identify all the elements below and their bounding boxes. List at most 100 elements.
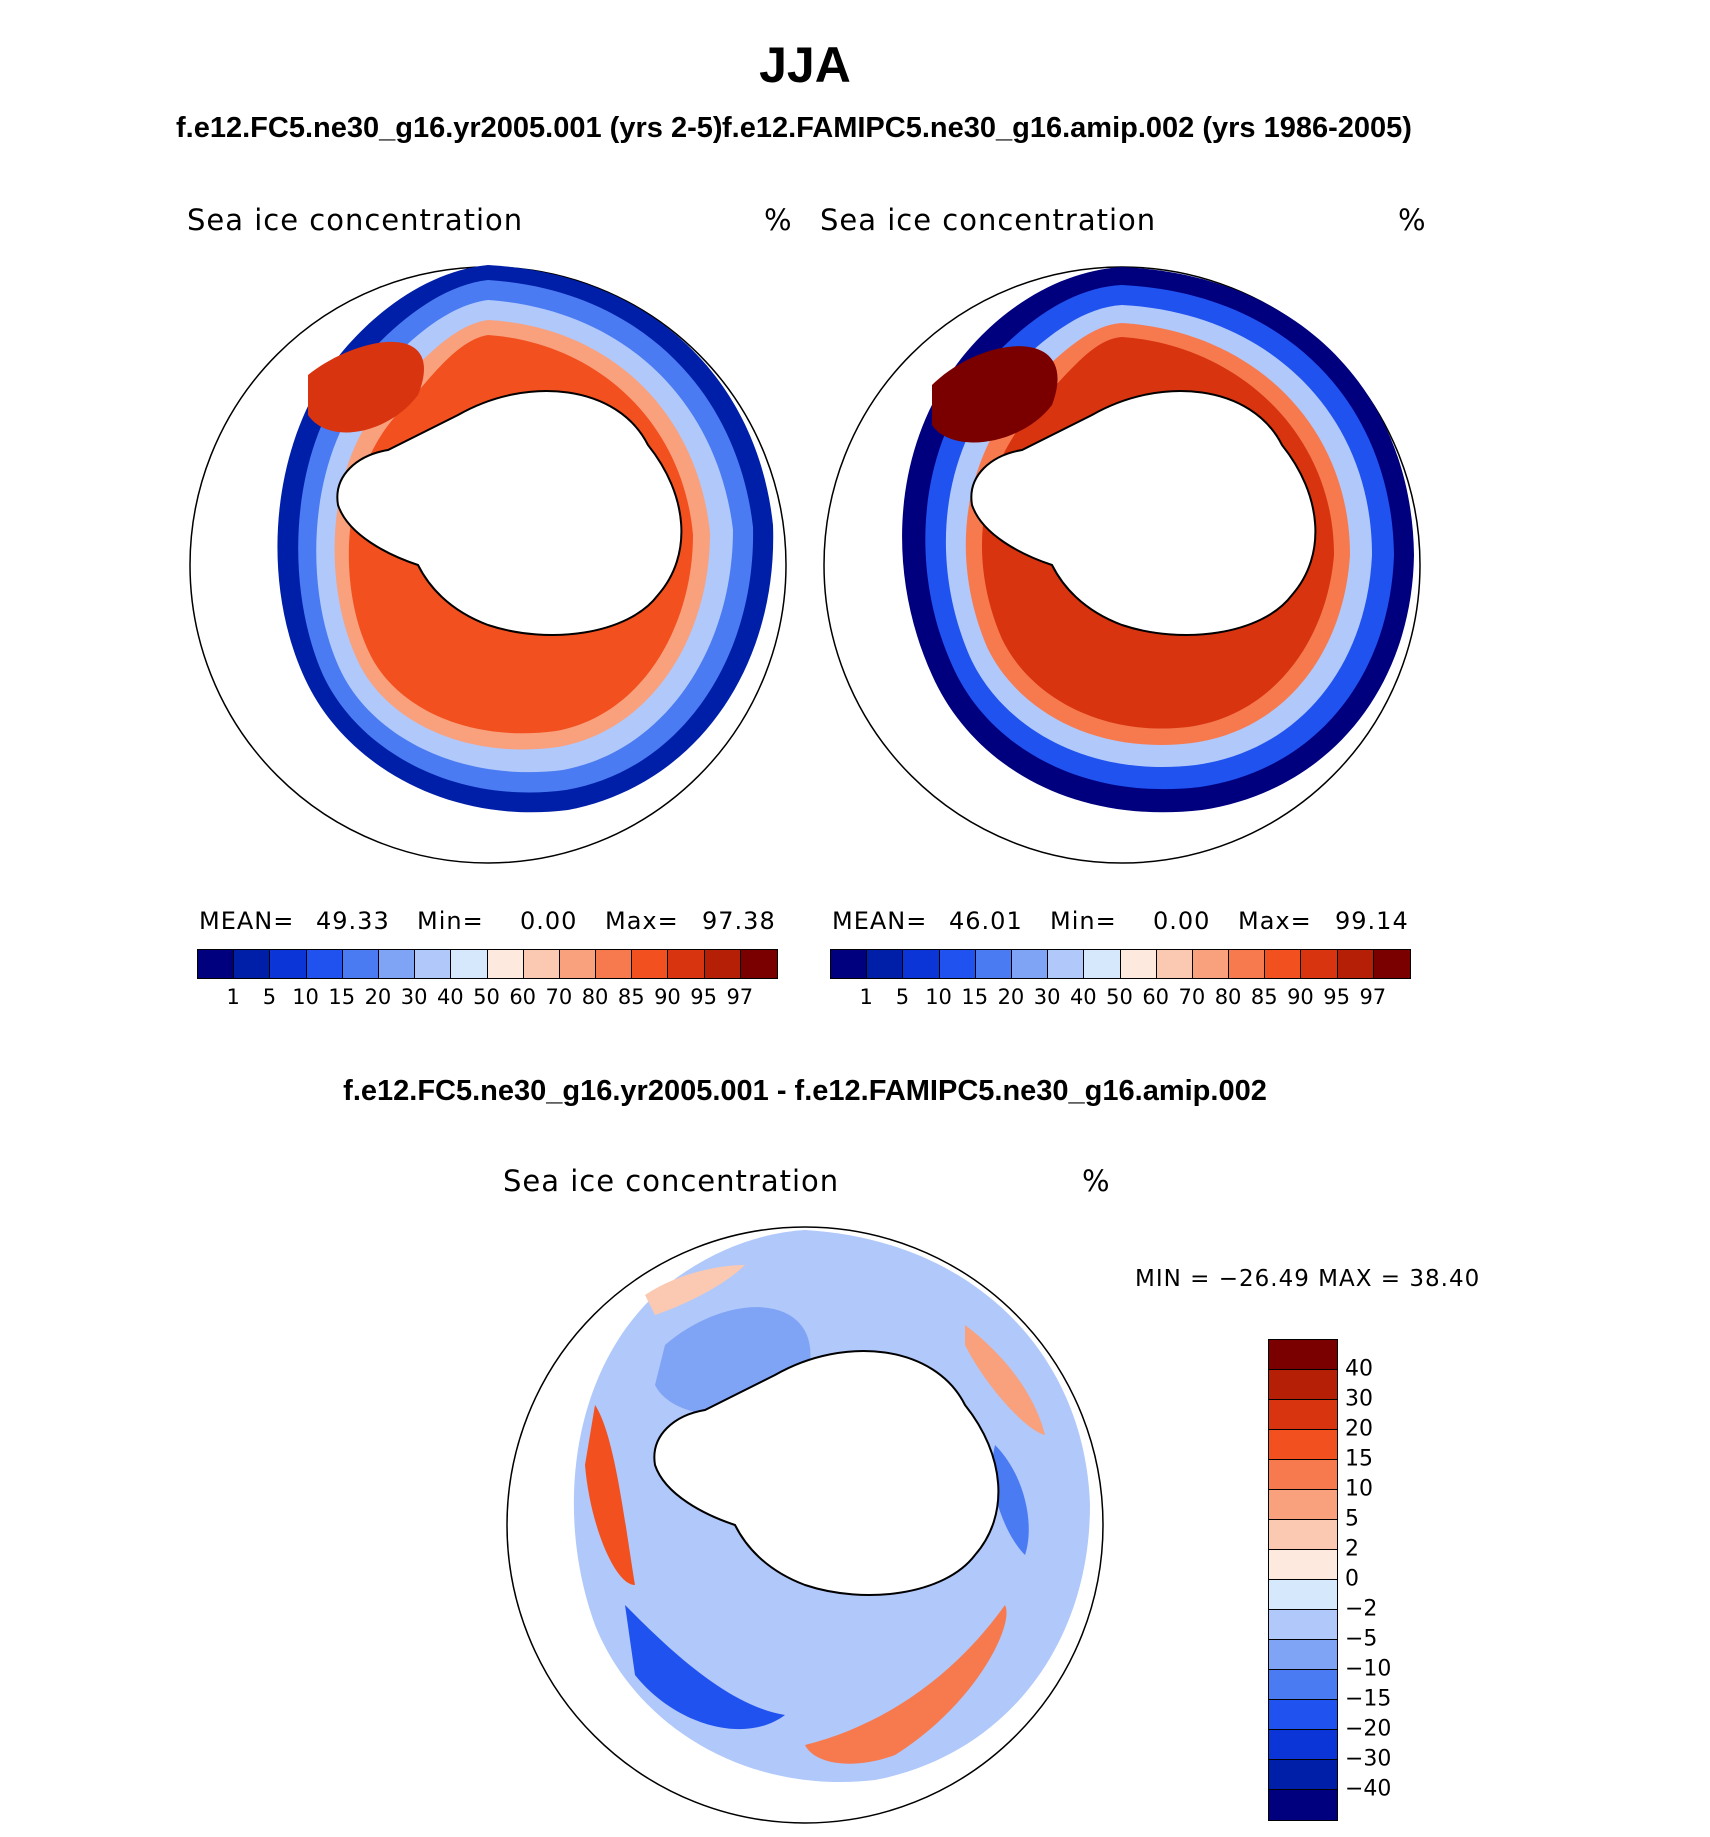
colorbar-difference <box>1268 1339 1338 1821</box>
colorbar-model1-tick-label: 5 <box>262 985 277 1009</box>
colorbar-model1-tick-label: 50 <box>473 985 500 1009</box>
colorbar-difference-tick-label: 10 <box>1345 1476 1373 1502</box>
colorbar-difference-tick-label: −30 <box>1345 1746 1392 1772</box>
map-difference <box>506 1226 1104 1824</box>
colorbar-difference-tick-label: 30 <box>1345 1386 1373 1412</box>
colorbar-difference-swatch <box>1269 1670 1337 1700</box>
colorbar-model2-tick-label: 15 <box>961 985 989 1009</box>
colorbar-model1-tick-label: 97 <box>726 985 754 1009</box>
colorbar-model1 <box>197 949 778 979</box>
subtitle-right: f.e12.FAMIPC5.ne30_g16.amip.002 (yrs 198… <box>722 112 1412 144</box>
colorbar-model2-tick-label: 30 <box>1033 985 1061 1009</box>
map-model1 <box>189 265 787 864</box>
colorbar-difference-swatch <box>1269 1340 1337 1370</box>
colorbar-difference-swatch <box>1269 1730 1337 1760</box>
subtitle-left: f.e12.FC5.ne30_g16.yr2005.001 (yrs 2-5) <box>176 112 723 144</box>
colorbar-model1-swatch <box>559 950 597 978</box>
diff-panel-units: % <box>1082 1164 1111 1198</box>
panel2-mean-value: 46.01 <box>949 907 1023 935</box>
diff-panel-label: Sea ice concentration <box>503 1164 840 1198</box>
colorbar-difference-tick-label: −20 <box>1345 1716 1392 1742</box>
colorbar-model2-tick-label: 20 <box>997 985 1025 1009</box>
colorbar-model2-swatch <box>1011 950 1049 978</box>
colorbar-difference-tick-label: −40 <box>1345 1776 1392 1802</box>
panel2-label: Sea ice concentration <box>820 203 1157 237</box>
colorbar-model1-tick-label: 40 <box>436 985 464 1009</box>
panel1-min-label: Min= <box>417 907 484 935</box>
colorbar-difference-tick-label: −2 <box>1345 1596 1378 1622</box>
panel1-label: Sea ice concentration <box>187 203 524 237</box>
colorbar-model1-tick-label: 70 <box>545 985 573 1009</box>
colorbar-model1-tick-label: 10 <box>292 985 319 1009</box>
antarctica-continent <box>336 390 683 636</box>
colorbar-model2-tick-label: 50 <box>1106 985 1133 1009</box>
colorbar-model2-tick-label: 80 <box>1214 985 1242 1009</box>
colorbar-model1-swatch <box>740 950 777 978</box>
colorbar-difference-swatch <box>1269 1760 1337 1790</box>
colorbar-difference-tick-label: 20 <box>1345 1416 1373 1442</box>
colorbar-difference-swatch <box>1269 1520 1337 1550</box>
colorbar-model1-swatch <box>704 950 741 978</box>
colorbar-difference-swatch <box>1269 1370 1337 1400</box>
map-model2 <box>823 266 1421 864</box>
colorbar-model1-swatch <box>198 950 235 978</box>
colorbar-model1-swatch <box>234 950 271 978</box>
colorbar-difference-tick-label: 0 <box>1345 1566 1359 1592</box>
antarctica-continent <box>653 1350 1000 1596</box>
panel1-max-value: 97.38 <box>702 907 776 935</box>
colorbar-model2-swatch <box>1337 950 1374 978</box>
colorbar-model1-tick-label: 95 <box>690 985 717 1009</box>
colorbar-model1-tick-label: 85 <box>617 985 645 1009</box>
colorbar-model2-tick-label: 40 <box>1069 985 1097 1009</box>
colorbar-model1-swatch <box>270 950 307 978</box>
panel2-max-label: Max= <box>1238 907 1312 935</box>
colorbar-model2-tick-label: 95 <box>1323 985 1350 1009</box>
panel2-units: % <box>1398 203 1427 237</box>
colorbar-model1-tick-label: 90 <box>654 985 681 1009</box>
colorbar-model2-swatch <box>1301 950 1338 978</box>
colorbar-difference-swatch <box>1269 1400 1337 1430</box>
colorbar-model1-swatch <box>596 950 633 978</box>
colorbar-model2-swatch <box>1120 950 1157 978</box>
colorbar-model1-swatch <box>523 950 560 978</box>
colorbar-model1-swatch <box>378 950 416 978</box>
colorbar-model2-tick-label: 70 <box>1178 985 1206 1009</box>
colorbar-difference-swatch <box>1269 1580 1337 1610</box>
colorbar-difference-tick-label: −15 <box>1345 1686 1392 1712</box>
panel1-units: % <box>764 203 793 237</box>
panel2-max-value: 99.14 <box>1335 907 1409 935</box>
colorbar-model1-tick-label: 60 <box>509 985 537 1009</box>
colorbar-model2-tick-label: 85 <box>1250 985 1278 1009</box>
colorbar-model1-swatch <box>487 950 524 978</box>
colorbar-model2 <box>830 949 1411 979</box>
colorbar-model2-tick-label: 90 <box>1287 985 1314 1009</box>
colorbar-difference-swatch <box>1269 1430 1337 1460</box>
colorbar-model1-tick-label: 30 <box>400 985 428 1009</box>
diff-minmax: MIN = −26.49 MAX = 38.40 <box>1135 1266 1481 1292</box>
colorbar-model2-swatch <box>1156 950 1193 978</box>
colorbar-difference-swatch <box>1269 1610 1337 1640</box>
colorbar-difference-swatch <box>1269 1490 1337 1520</box>
colorbar-model1-swatch <box>306 950 343 978</box>
panel1-mean-label: MEAN= <box>199 907 295 935</box>
colorbar-model2-tick-label: 60 <box>1142 985 1170 1009</box>
panel2-mean-label: MEAN= <box>832 907 928 935</box>
panel1-min-value: 0.00 <box>520 907 578 935</box>
colorbar-model2-swatch <box>1373 950 1410 978</box>
colorbar-model1-swatch <box>668 950 705 978</box>
main-title: JJA <box>759 37 851 93</box>
colorbar-difference-tick-label: 40 <box>1345 1356 1373 1382</box>
colorbar-model2-swatch <box>939 950 976 978</box>
colorbar-model2-swatch <box>1192 950 1230 978</box>
colorbar-difference-tick-label: −5 <box>1345 1626 1378 1652</box>
colorbar-model1-tick-label: 20 <box>364 985 392 1009</box>
colorbar-difference-swatch <box>1269 1550 1337 1580</box>
colorbar-model2-tick-label: 10 <box>925 985 952 1009</box>
colorbar-difference-tick-label: 15 <box>1345 1446 1373 1472</box>
colorbar-model2-swatch <box>903 950 940 978</box>
colorbar-model1-tick-label: 15 <box>328 985 356 1009</box>
colorbar-difference-swatch <box>1269 1640 1337 1670</box>
colorbar-model2-swatch <box>831 950 868 978</box>
panel1-max-label: Max= <box>605 907 679 935</box>
colorbar-model2-tick-label: 1 <box>859 985 873 1009</box>
